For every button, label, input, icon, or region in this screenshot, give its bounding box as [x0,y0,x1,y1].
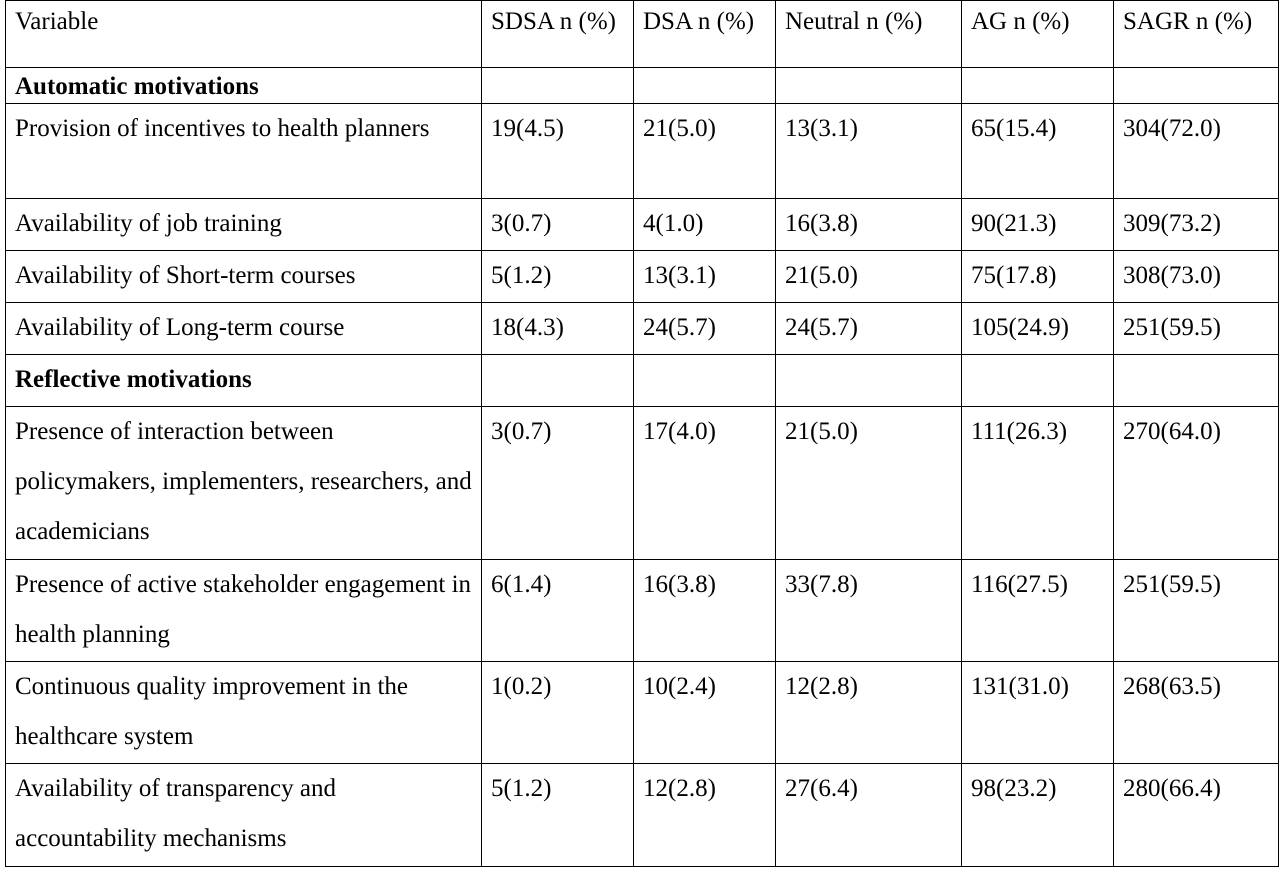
sagr-cell: 270(64.0) [1113,406,1279,560]
empty-cell [481,67,634,104]
sagr-cell: 309(73.2) [1113,198,1279,251]
header-row: Variable SDSA n (%) DSA n (%) Neutral n … [5,0,1279,68]
dsa-cell: 16(3.8) [633,559,776,662]
variable-cell: Availability of Short-term courses [5,250,482,303]
sagr-cell: 304(72.0) [1113,103,1279,199]
neutral-cell: 21(5.0) [775,406,962,560]
sdsa-cell: 1(0.2) [481,661,634,764]
table-row: Continuous quality improvement in the he… [5,661,1279,764]
dsa-cell: 17(4.0) [633,406,776,560]
table-row: Availability of job training 3(0.7) 4(1.… [5,198,1279,251]
neutral-cell: 27(6.4) [775,763,962,867]
neutral-cell: 16(3.8) [775,198,962,251]
variable-cell: Availability of transparency and account… [5,763,482,867]
table-row: Availability of Short-term courses 5(1.2… [5,250,1279,303]
variable-cell: Presence of active stakeholder engagemen… [5,559,482,662]
dsa-cell: 13(3.1) [633,250,776,303]
sdsa-cell: 6(1.4) [481,559,634,662]
motivations-table: Variable SDSA n (%) DSA n (%) Neutral n … [5,0,1279,867]
dsa-cell: 12(2.8) [633,763,776,867]
ag-cell: 116(27.5) [961,559,1114,662]
table-row: Availability of transparency and account… [5,763,1279,867]
sagr-cell: 251(59.5) [1113,302,1279,355]
dsa-cell: 10(2.4) [633,661,776,764]
section-row-automatic: Automatic motivations [5,67,1279,104]
variable-cell: Continuous quality improvement in the he… [5,661,482,764]
header-dsa: DSA n (%) [633,0,776,68]
ag-cell: 90(21.3) [961,198,1114,251]
table-row: Presence of active stakeholder engagemen… [5,559,1279,662]
neutral-cell: 33(7.8) [775,559,962,662]
ag-cell: 98(23.2) [961,763,1114,867]
header-neutral: Neutral n (%) [775,0,962,68]
dsa-cell: 21(5.0) [633,103,776,199]
sdsa-cell: 5(1.2) [481,763,634,867]
sdsa-cell: 5(1.2) [481,250,634,303]
neutral-cell: 12(2.8) [775,661,962,764]
empty-cell [961,354,1114,407]
empty-cell [775,67,962,104]
section-title: Automatic motivations [5,67,482,104]
empty-cell [1113,67,1279,104]
dsa-cell: 4(1.0) [633,198,776,251]
empty-cell [775,354,962,407]
section-title: Reflective motivations [5,354,482,407]
sagr-cell: 268(63.5) [1113,661,1279,764]
sagr-cell: 280(66.4) [1113,763,1279,867]
dsa-cell: 24(5.7) [633,302,776,355]
neutral-cell: 13(3.1) [775,103,962,199]
sagr-cell: 308(73.0) [1113,250,1279,303]
variable-cell: Availability of job training [5,198,482,251]
neutral-cell: 24(5.7) [775,302,962,355]
neutral-cell: 21(5.0) [775,250,962,303]
table-row: Availability of Long-term course 18(4.3)… [5,302,1279,355]
variable-cell: Provision of incentives to health planne… [5,103,482,199]
empty-cell [1113,354,1279,407]
sdsa-cell: 3(0.7) [481,198,634,251]
empty-cell [633,67,776,104]
ag-cell: 65(15.4) [961,103,1114,199]
header-sdsa: SDSA n (%) [481,0,634,68]
sdsa-cell: 3(0.7) [481,406,634,560]
header-sagr: SAGR n (%) [1113,0,1279,68]
ag-cell: 111(26.3) [961,406,1114,560]
sdsa-cell: 19(4.5) [481,103,634,199]
variable-cell: Availability of Long-term course [5,302,482,355]
ag-cell: 105(24.9) [961,302,1114,355]
section-row-reflective: Reflective motivations [5,354,1279,407]
header-ag: AG n (%) [961,0,1114,68]
sagr-cell: 251(59.5) [1113,559,1279,662]
ag-cell: 131(31.0) [961,661,1114,764]
sdsa-cell: 18(4.3) [481,302,634,355]
table-row: Provision of incentives to health planne… [5,103,1279,199]
variable-cell: Presence of interaction between policyma… [5,406,482,560]
header-variable: Variable [5,0,482,68]
table-row: Presence of interaction between policyma… [5,406,1279,560]
empty-cell [633,354,776,407]
empty-cell [961,67,1114,104]
empty-cell [481,354,634,407]
ag-cell: 75(17.8) [961,250,1114,303]
